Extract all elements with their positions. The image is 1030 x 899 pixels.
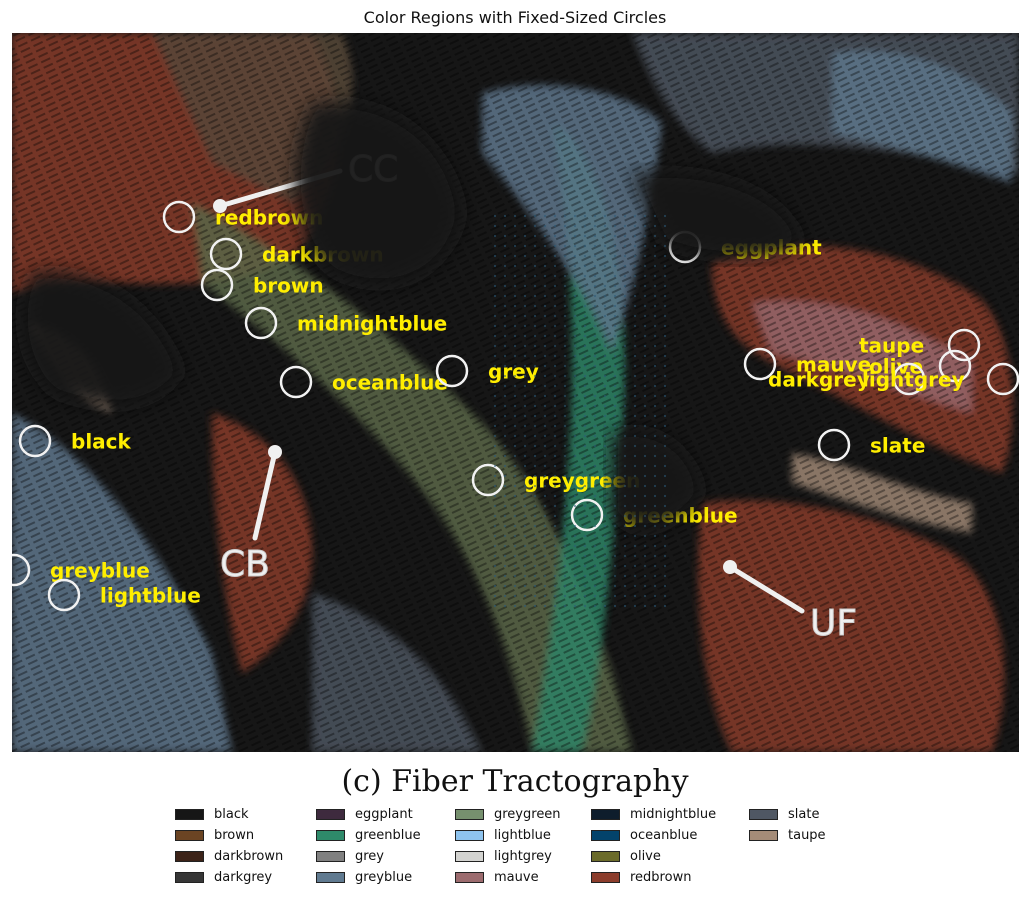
legend-item-lightblue: lightblue (455, 826, 551, 844)
legend-item-black: black (175, 805, 249, 823)
legend-item-greygreen: greygreen (455, 805, 561, 823)
marker-label-lightblue: lightblue (100, 584, 201, 608)
legend-item-grey: grey (316, 847, 384, 865)
marker-label-darkgrey: darkgrey (768, 368, 870, 392)
legend-label: darkgrey (214, 869, 273, 885)
marker-label-slate: slate (870, 434, 925, 458)
marker-circle-darkbrown (209, 237, 243, 271)
legend-swatch (591, 829, 620, 841)
marker-label-mauve: mauve (796, 353, 871, 377)
legend-label: eggplant (355, 806, 413, 822)
dark-region (21, 271, 182, 407)
legend-item-brown: brown (175, 826, 254, 844)
dark-region (632, 171, 802, 258)
legend-swatch (175, 829, 204, 841)
dark-region (294, 101, 462, 285)
legend-label: darkbrown (214, 848, 284, 864)
legend-item-darkgrey: darkgrey (175, 868, 272, 886)
legend-swatch (175, 850, 204, 862)
legend-label: olive (630, 848, 661, 864)
marker-label-brown: brown (253, 274, 324, 298)
marker-label-black: black (71, 430, 132, 454)
legend-label: black (214, 806, 249, 822)
legend-swatch (455, 850, 484, 862)
legend-item-darkbrown: darkbrown (175, 847, 283, 865)
dotted-region (492, 213, 672, 613)
marker-circle-lightgrey (986, 362, 1019, 396)
legend-label: lightblue (494, 827, 551, 843)
marker-circle-slate (817, 428, 851, 462)
legend-item-taupe: taupe (749, 826, 826, 844)
marker-circle-taupe (947, 328, 981, 362)
marker-circle-lightblue (47, 578, 81, 612)
marker-circle-mauve (743, 347, 777, 381)
marker-circle-redbrown (162, 200, 196, 234)
legend-item-oceanblue: oceanblue (591, 826, 697, 844)
legend-label: mauve (494, 869, 539, 885)
marker-circle-grey (435, 354, 469, 388)
legend-swatch (749, 808, 778, 820)
legend-item-lightgrey: lightgrey (455, 847, 552, 865)
uf-pointer-line (727, 564, 805, 614)
fiber-background: CCCBUF redbrowndarkbrownbrownmidnightblu… (12, 33, 1019, 752)
legend-label: midnightblue (630, 806, 717, 822)
marker-label-greyblue: greyblue (50, 559, 150, 583)
marker-label-olive: olive (869, 355, 923, 379)
legend-label: grey (355, 848, 385, 864)
marker-circle-black (18, 424, 52, 458)
uf-pointer-dot (723, 560, 737, 574)
legend-swatch (175, 808, 204, 820)
legend-item-greenblue: greenblue (316, 826, 421, 844)
marker-circle-brown (200, 268, 234, 302)
legend-label: greenblue (355, 827, 421, 843)
marker-circle-midnightblue (244, 306, 278, 340)
legend-swatch (316, 850, 345, 862)
legend-label: lightgrey (494, 848, 552, 864)
marker-circle-oceanblue (279, 365, 313, 399)
legend-swatch (316, 871, 345, 883)
legend-item-eggplant: eggplant (316, 805, 413, 823)
uf-tract-label: UF (810, 603, 857, 644)
cb-pointer-dot (268, 445, 282, 459)
legend-label: taupe (788, 827, 826, 843)
legend-swatch (316, 829, 345, 841)
legend-item-greyblue: greyblue (316, 868, 412, 886)
cb-pointer-line (252, 449, 278, 541)
legend-item-mauve: mauve (455, 868, 539, 886)
marker-circle-greyblue (12, 553, 31, 587)
marker-label-oceanblue: oceanblue (332, 371, 448, 395)
cb-tract-label: CB (220, 544, 270, 585)
legend-swatch (749, 829, 778, 841)
marker-label-midnightblue: midnightblue (297, 312, 447, 336)
legend-swatch (591, 850, 620, 862)
legend-label: greyblue (355, 869, 413, 885)
legend-item-slate: slate (749, 805, 819, 823)
legend-swatch (175, 871, 204, 883)
legend-label: redbrown (630, 869, 692, 885)
legend-swatch (455, 829, 484, 841)
legend-label: greygreen (494, 806, 561, 822)
cc-pointer-dot (213, 199, 227, 213)
legend-swatch (316, 808, 345, 820)
legend-swatch (455, 871, 484, 883)
legend-item-olive: olive (591, 847, 661, 865)
legend-swatch (591, 808, 620, 820)
color-legend: black brown darkbrown darkgrey eggplant green… (175, 805, 875, 895)
tractography-image: CCCBUF redbrowndarkbrownbrownmidnightblu… (12, 33, 1019, 752)
legend-swatch (455, 808, 484, 820)
marker-circle-olive (938, 349, 972, 383)
marker-label-taupe: taupe (859, 334, 924, 358)
legend-label: brown (214, 827, 255, 843)
marker-label-lightgrey: lightgrey (862, 368, 965, 392)
legend-item-redbrown: redbrown (591, 868, 691, 886)
legend-label: oceanblue (630, 827, 698, 843)
legend-label: slate (788, 806, 820, 822)
legend-item-midnightblue: midnightblue (591, 805, 716, 823)
chart-title: Color Regions with Fixed-Sized Circles (363, 8, 667, 27)
marker-circle-darkgrey (892, 362, 926, 396)
figure-subtitle: (c) Fiber Tractography (341, 764, 689, 799)
legend-swatch (591, 871, 620, 883)
